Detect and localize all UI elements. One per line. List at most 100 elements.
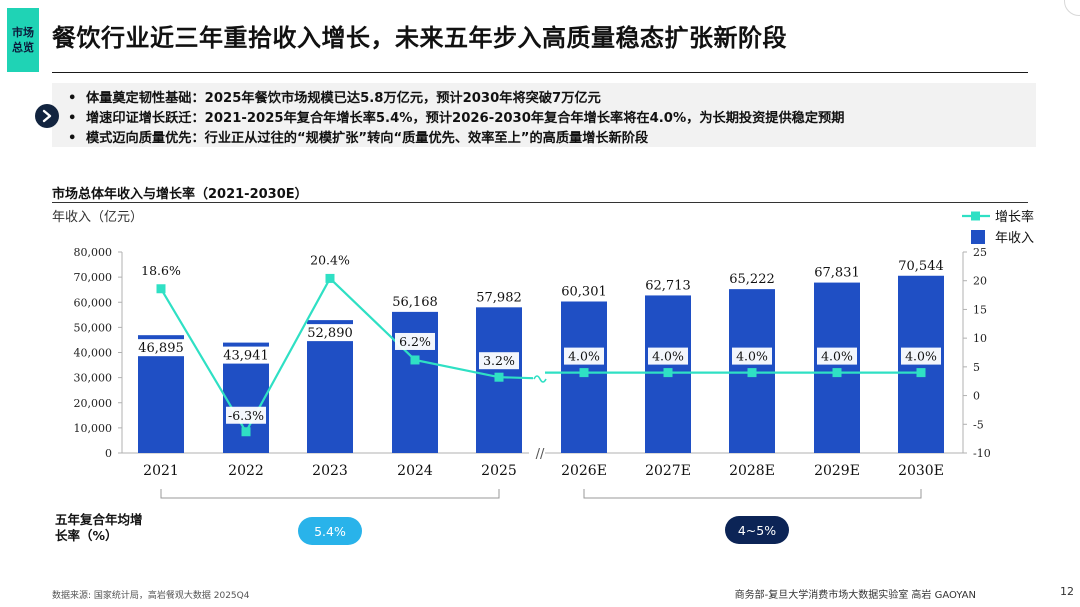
growth-label-bg [732, 347, 772, 365]
growth-value-label: 4.0% [821, 349, 853, 364]
growth-point [410, 355, 420, 365]
chart-title: 市场总体年收入与增长率（2021-2030E） [52, 187, 308, 202]
y-left-tick-label: 40,000 [74, 347, 113, 360]
title-divider [52, 72, 1028, 73]
line-break-marker [533, 375, 547, 383]
growth-value-label: 3.2% [483, 353, 515, 368]
page-title: 餐饮行业近三年重拾收入增长，未来五年步入高质量稳态扩张新阶段 [52, 24, 787, 52]
y-right-tick-label: 0 [973, 390, 980, 403]
growth-rate-line [160, 276, 921, 434]
y-left-tick-label: 70,000 [74, 271, 113, 284]
bullet-text: 模式迈向质量优先：行业正从过往的“规模扩张”转向“质量优先、效率至上”的高质量增… [86, 131, 649, 146]
cagr-bracket-2026-2030 [583, 489, 922, 499]
bullet-dot: • [68, 111, 77, 126]
y-left-tick-label: 10,000 [74, 422, 113, 435]
source-note: 数据来源: 国家统计局，高岩餐观大数据 2025Q4 [52, 591, 250, 601]
legend-point-swatch [971, 211, 980, 221]
y-right-tick-label: 25 [973, 246, 987, 259]
summary-bullet-1: • 体量奠定韧性基础：2025年餐饮市场规模已达5.8万亿元，预计2030年将突破… [68, 87, 601, 106]
bar-label-bg [306, 324, 354, 342]
y-right-tick-label: 10 [973, 332, 987, 345]
y-right-tick-label: -5 [973, 418, 984, 431]
revenue-bar [307, 320, 353, 453]
legend-bar-swatch [971, 230, 985, 244]
revenue-bar [561, 301, 607, 453]
summary-bullet-3: • 模式迈向质量优先：行业正从过往的“规模扩张”转向“质量优先、效率至上”的高质量… [68, 127, 648, 146]
growth-point [832, 368, 842, 378]
growth-point [325, 273, 335, 283]
growth-label-bg [226, 406, 266, 424]
y-right-tick-label: 15 [973, 303, 987, 316]
summary-box: • 体量奠定韧性基础：2025年餐饮市场规模已达5.8万亿元，预计2030年将突破… [52, 83, 1036, 147]
y-right-tick-label: -10 [973, 447, 991, 460]
cagr-bracket-2021-2025 [160, 489, 500, 499]
next-arrow-icon[interactable] [35, 104, 59, 128]
growth-label-bg [479, 352, 519, 370]
growth-label-bg [395, 332, 435, 350]
y-axis-label: 年收入（亿元） [52, 210, 144, 225]
y-right-tick-label: 5 [973, 361, 980, 374]
legend-revenue-label: 年收入 [995, 231, 1034, 246]
growth-label-bg [564, 347, 604, 365]
bar-value-label: 70,544 [898, 259, 944, 274]
growth-label-bg [648, 347, 688, 365]
y-left-tick-label: 30,000 [74, 372, 113, 385]
x-tick-label: 2026E [561, 463, 607, 479]
bar-value-label: 43,941 [223, 349, 269, 364]
bullet-dot: • [68, 131, 77, 146]
chart-title-divider [52, 202, 1028, 203]
y-left-tick-label: 80,000 [74, 246, 113, 259]
bar-value-label: 67,831 [814, 266, 860, 281]
growth-point [494, 372, 504, 382]
cagr-pill-2026-2030: 4~5% [725, 516, 789, 544]
x-tick-label: 2025 [481, 463, 517, 479]
bar-value-label: 65,222 [729, 272, 775, 287]
bar-value-label: 46,895 [138, 341, 184, 356]
growth-value-label: 18.6% [141, 263, 181, 278]
bar-label-bg [137, 339, 185, 357]
cagr-pill-2021-2025: 5.4% [298, 517, 362, 545]
revenue-bar [814, 282, 860, 453]
growth-value-label: -6.3% [228, 408, 264, 423]
summary-bullet-2: • 增速印证增长跃迁：2021-2025年复合年增长率5.4%，预计2026-20… [68, 107, 844, 126]
x-tick-label: 2021 [143, 463, 179, 479]
bar-value-label: 52,890 [307, 326, 353, 341]
cagr-label: 五年复合年均增长率（%） [55, 512, 143, 543]
organization-credit: 商务部-复旦大学消费市场大数据实验室 高岩 GAOYAN [734, 590, 976, 601]
axis-break-marker: // [536, 447, 545, 462]
y-left-tick-label: 50,000 [74, 321, 113, 334]
bar-value-label: 60,301 [561, 284, 607, 299]
x-tick-label: 2024 [397, 463, 433, 479]
growth-point [241, 427, 251, 437]
legend-growth-label: 增长率 [995, 209, 1034, 225]
bar-value-label: 62,713 [645, 278, 691, 293]
growth-value-label: 4.0% [568, 349, 600, 364]
growth-point [579, 368, 589, 378]
bullet-text: 增速印证增长跃迁：2021-2025年复合年增长率5.4%，预计2026-203… [86, 111, 845, 126]
bar-value-label: 56,168 [392, 295, 438, 310]
growth-point [156, 284, 166, 294]
bar-value-label: 57,982 [476, 290, 522, 305]
growth-value-label: 6.2% [399, 334, 431, 349]
section-tag: 市场总览 [7, 8, 39, 72]
growth-point [663, 368, 673, 378]
growth-value-label: 4.0% [652, 349, 684, 364]
growth-label-bg [901, 347, 941, 365]
y-left-tick-label: 20,000 [74, 397, 113, 410]
bullet-dot: • [68, 91, 77, 106]
growth-point [747, 368, 757, 378]
growth-value-label: 4.0% [905, 349, 937, 364]
bullet-text: 体量奠定韧性基础：2025年餐饮市场规模已达5.8万亿元，预计2030年将突破7… [86, 91, 601, 106]
y-right-tick-label: 20 [973, 275, 987, 288]
growth-label-bg [817, 347, 857, 365]
x-tick-label: 2022 [228, 463, 264, 479]
growth-value-label: 20.4% [310, 252, 350, 267]
x-tick-label: 2028E [729, 463, 775, 479]
x-tick-label: 2030E [898, 463, 944, 479]
bar-label-bg [222, 346, 270, 364]
x-tick-label: 2023 [312, 463, 348, 479]
x-tick-label: 2027E [645, 463, 691, 479]
x-tick-label: 2029E [814, 463, 860, 479]
page-number: 12 [1060, 585, 1074, 598]
